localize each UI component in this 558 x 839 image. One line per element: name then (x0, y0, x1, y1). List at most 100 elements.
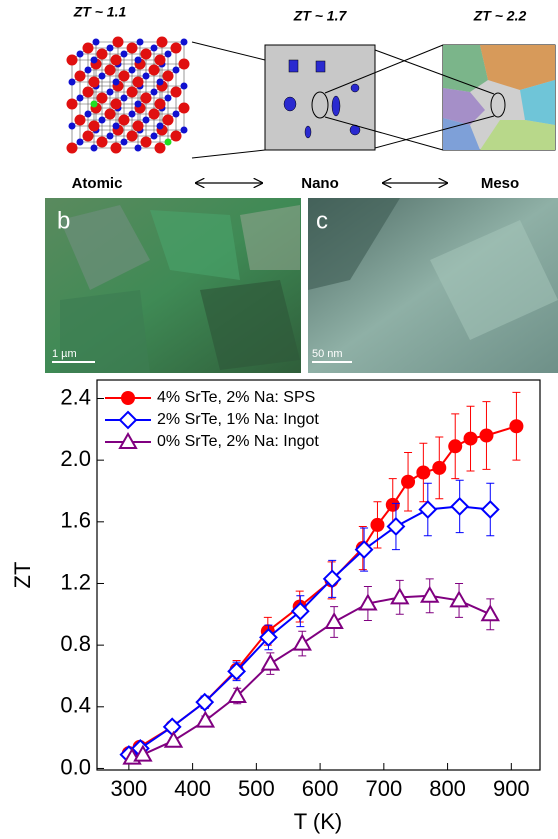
atomic-lattice (66, 36, 190, 154)
scale-label: Meso (481, 175, 519, 192)
x-tick-label: 900 (493, 776, 530, 801)
atom (134, 100, 142, 108)
atom (88, 76, 100, 88)
atom (96, 92, 108, 104)
atom (154, 54, 166, 66)
atom (140, 136, 152, 148)
atom (68, 78, 76, 86)
atom (134, 144, 142, 152)
atom (150, 44, 158, 52)
atom (164, 50, 172, 58)
atom (104, 64, 116, 76)
atom (172, 110, 180, 118)
panel-b-image (45, 198, 301, 373)
atom (126, 130, 138, 142)
atom (82, 86, 94, 98)
atom (154, 142, 166, 154)
atom (106, 132, 114, 140)
data-point (432, 460, 447, 475)
atom (118, 114, 130, 126)
scale-bar-label: 1 µm (52, 348, 77, 360)
data-point (227, 661, 247, 681)
data-point (163, 730, 184, 748)
atom (82, 42, 94, 54)
meso-image (442, 44, 556, 151)
atom (98, 72, 106, 80)
atom (74, 114, 86, 126)
scale-label: Nano (301, 175, 339, 192)
atom (66, 54, 78, 66)
atom (156, 36, 168, 48)
atom (112, 122, 120, 130)
atom (178, 102, 190, 114)
atom (106, 88, 114, 96)
zoom-circle (311, 91, 329, 119)
atom (132, 120, 144, 132)
atom (112, 36, 124, 48)
data-point (509, 419, 524, 434)
x-tick-label: 300 (111, 776, 148, 801)
atom (66, 98, 78, 110)
data-point (390, 587, 410, 605)
atom (90, 144, 98, 152)
atom (90, 56, 98, 64)
atom (156, 122, 164, 130)
legend-label: 0% SrTe, 2% Na: Ingot (157, 433, 319, 450)
data-point (463, 431, 478, 446)
data-point (385, 497, 400, 512)
atom (164, 94, 172, 102)
panel-letter: b (57, 207, 70, 234)
atom (96, 48, 108, 60)
atom (148, 108, 160, 120)
y-tick-label: 0.0 (60, 754, 91, 779)
atom (156, 78, 164, 86)
x-tick-label: 500 (238, 776, 275, 801)
atom (148, 64, 160, 76)
atom (106, 44, 114, 52)
atom (110, 98, 122, 110)
atom (96, 136, 108, 148)
data-point (401, 474, 416, 489)
atom (126, 42, 138, 54)
atom (154, 98, 166, 110)
data-point (162, 717, 182, 737)
atom (170, 86, 182, 98)
atom (84, 66, 92, 74)
atom (74, 70, 86, 82)
scale-bar-label: 50 nm (312, 348, 343, 360)
x-tick-label: 600 (302, 776, 339, 801)
atom (92, 38, 100, 46)
data-point (354, 540, 374, 559)
y-tick-label: 1.6 (60, 508, 91, 533)
plot-frame (96, 379, 541, 771)
panel-c-image (308, 198, 558, 373)
atom (164, 138, 172, 146)
data-point (416, 465, 431, 480)
data-point (195, 692, 215, 712)
scale-label: Atomic (72, 175, 123, 192)
atom (128, 66, 136, 74)
data-point (227, 685, 247, 704)
data-point (292, 633, 312, 651)
x-tick-label: 700 (365, 776, 402, 801)
y-tick-label: 2.4 (60, 384, 91, 409)
atom (76, 50, 84, 58)
atom (90, 100, 98, 108)
data-point (449, 590, 469, 608)
atom (120, 138, 128, 146)
atom (170, 130, 182, 142)
data-point (133, 744, 153, 762)
atom (142, 72, 150, 80)
atom (170, 42, 182, 54)
atom (120, 94, 128, 102)
atom (82, 130, 94, 142)
data-point (290, 601, 310, 621)
atom (84, 110, 92, 118)
zt-label: ZT ~ 1.1 (73, 4, 127, 20)
atom (136, 38, 144, 46)
series-line (128, 505, 491, 756)
atom (162, 70, 174, 82)
y-tick-label: 2.0 (60, 446, 91, 471)
